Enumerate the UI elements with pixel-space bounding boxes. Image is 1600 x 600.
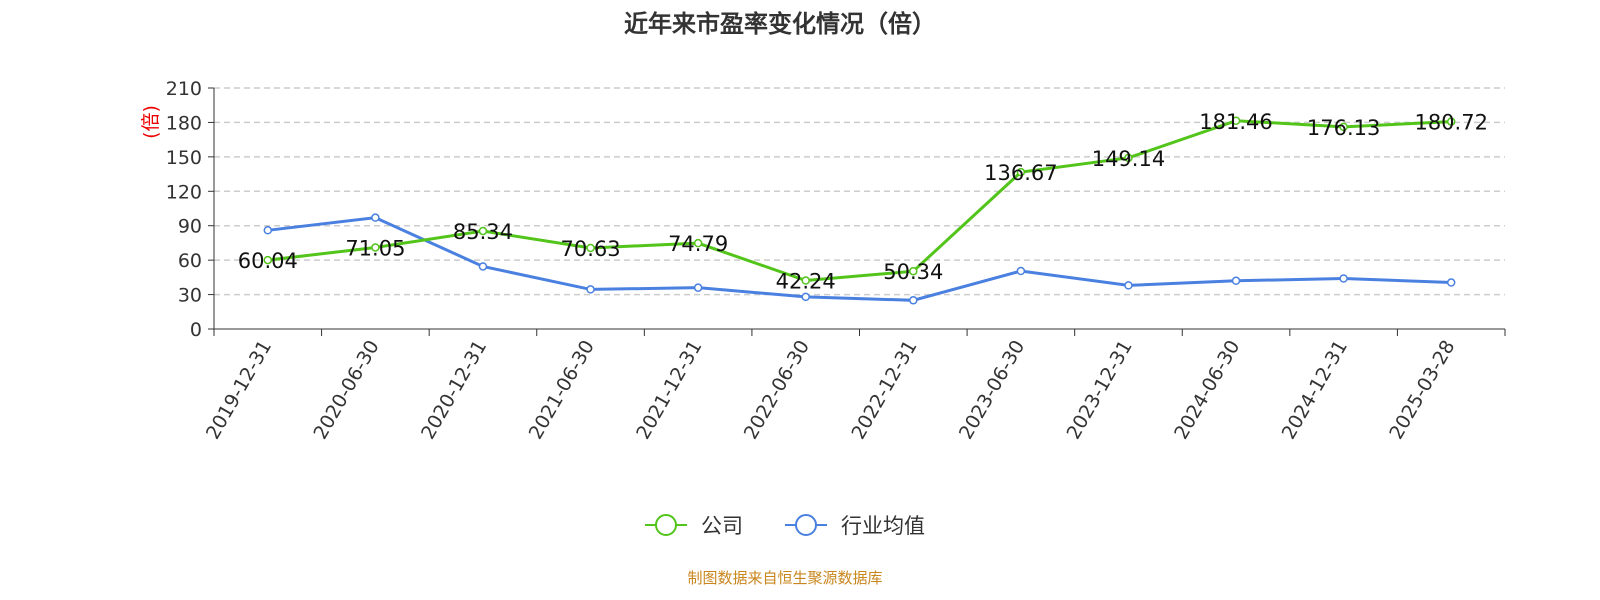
legend-label: 行业均值	[841, 514, 925, 538]
y-tick-label: 0	[190, 319, 202, 341]
x-tick-label: 2021-12-31	[632, 337, 706, 444]
data-point	[1446, 117, 1456, 126]
y-tick-label: 30	[178, 285, 202, 307]
x-tick-label: 2024-12-31	[1278, 337, 1352, 444]
data-point	[1016, 266, 1026, 276]
data-point	[586, 243, 595, 253]
y-tick-label: 150	[166, 147, 202, 169]
data-label: 176.13	[1307, 116, 1380, 140]
x-tick-label: 2020-12-31	[417, 337, 491, 444]
data-point	[1231, 116, 1241, 126]
x-tick-label: 2023-12-31	[1063, 337, 1137, 444]
data-point	[1016, 167, 1026, 177]
data-point	[1124, 153, 1133, 163]
chart-title: 近年来市盈率变化情况（倍）	[624, 10, 936, 38]
data-point	[263, 226, 273, 235]
data-label: 181.46	[1199, 110, 1272, 134]
x-tick-label: 2019-12-31	[202, 337, 276, 444]
data-label: 136.67	[984, 161, 1057, 185]
data-point	[371, 213, 380, 222]
x-tick-label: 2020-06-30	[309, 337, 383, 444]
x-tick-label: 2022-12-31	[847, 337, 921, 444]
data-point	[1231, 276, 1241, 286]
data-label: 60.04	[238, 249, 298, 273]
legend-label: 公司	[701, 514, 743, 538]
data-point	[478, 226, 488, 236]
y-tick-label: 210	[166, 78, 202, 100]
y-axis-label: (倍)	[140, 105, 162, 139]
x-tick-label: 2025-03-28	[1385, 337, 1459, 444]
data-point	[801, 276, 810, 285]
data-point	[1339, 122, 1348, 132]
source-note: 制图数据来自恒生聚源数据库	[687, 569, 882, 587]
data-point	[693, 238, 703, 248]
x-tick-label: 2021-06-30	[525, 337, 599, 444]
data-point	[909, 266, 918, 276]
data-point	[1339, 274, 1348, 283]
data-label: 70.63	[560, 237, 620, 261]
y-tick-label: 90	[178, 216, 202, 238]
series-line	[267, 216, 1452, 302]
data-point	[371, 243, 380, 252]
x-tick-label: 2022-06-30	[740, 337, 814, 444]
data-point	[586, 285, 595, 294]
y-tick-label: 180	[166, 112, 202, 134]
series-line	[267, 119, 1452, 283]
data-point	[478, 262, 488, 271]
data-label: 71.05	[345, 236, 405, 260]
data-point	[909, 296, 918, 305]
data-label: 74.79	[668, 232, 728, 256]
legend-marker-icon	[655, 514, 677, 536]
x-tick-label: 2024-06-30	[1170, 337, 1244, 444]
y-tick-label: 60	[178, 250, 202, 272]
data-point	[263, 255, 273, 265]
y-tick-label: 120	[166, 181, 202, 203]
legend-marker-icon	[795, 514, 817, 536]
data-point	[693, 283, 703, 292]
x-tick-label: 2023-06-30	[955, 337, 1029, 444]
data-point	[1124, 281, 1133, 290]
data-label: 180.72	[1414, 111, 1487, 135]
data-point	[801, 292, 810, 302]
data-label: 42.24	[776, 270, 836, 294]
data-label: 85.34	[453, 220, 513, 244]
data-point	[1446, 278, 1456, 287]
data-label: 149.14	[1092, 147, 1165, 171]
data-label: 50.34	[883, 260, 943, 284]
